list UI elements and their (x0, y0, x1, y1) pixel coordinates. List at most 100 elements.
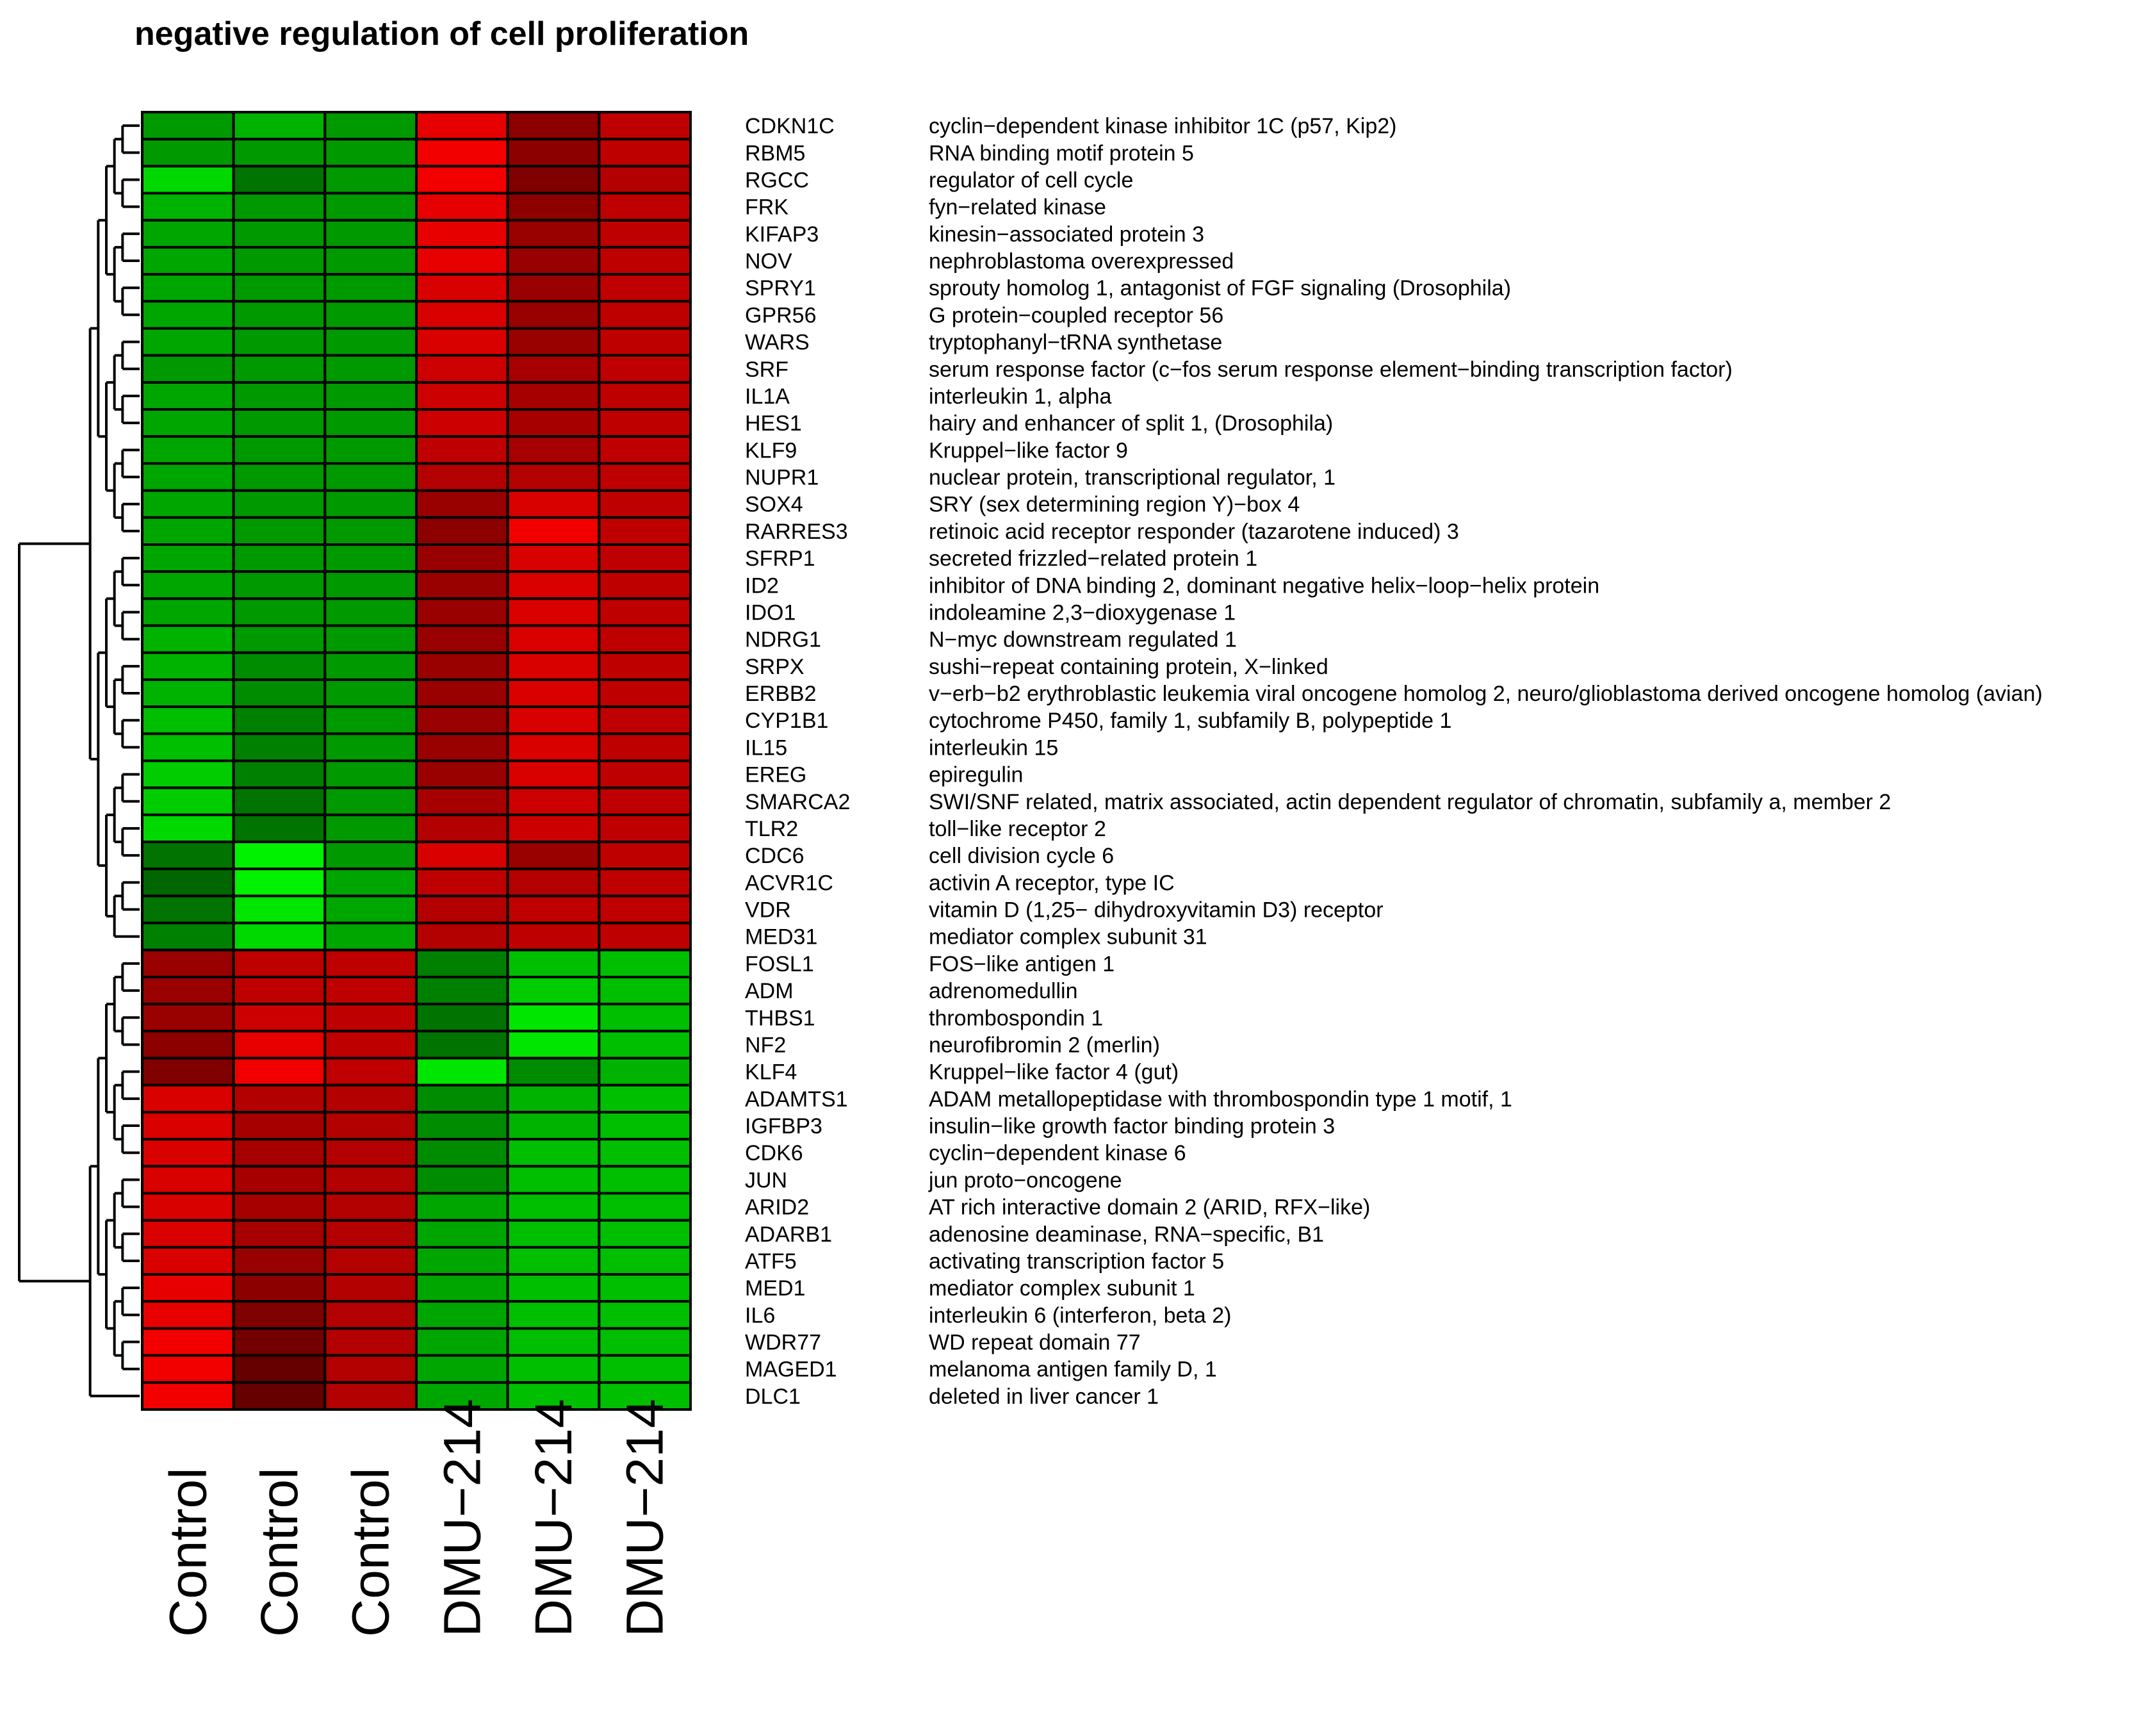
heatmap-cell (506, 300, 601, 330)
heatmap-cell (141, 732, 235, 762)
heatmap-cell (232, 111, 327, 141)
gene-label: FOSL1 (745, 952, 814, 976)
heatmap-cell (141, 300, 235, 330)
heatmap-cell (323, 1245, 418, 1276)
heatmap-cell (323, 1138, 418, 1168)
heatmap-cell (506, 921, 601, 951)
heatmap-cell (232, 1003, 327, 1033)
heatmap-cell (323, 1354, 418, 1384)
heatmap-cell (323, 543, 418, 573)
heatmap-cell (232, 1273, 327, 1303)
heatmap-cell (232, 1056, 327, 1087)
gene-description: G protein−coupled receptor 56 (929, 303, 1223, 327)
heatmap-cell (232, 948, 327, 978)
heatmap-cell (506, 1245, 601, 1276)
heatmap-cell (598, 1056, 692, 1087)
gene-description: ADAM metallopeptidase with thrombospondi… (929, 1087, 1512, 1112)
heatmap-cell (141, 678, 235, 709)
gene-label: IL15 (745, 736, 787, 760)
heatmap-cell (598, 570, 692, 600)
heatmap-cell (141, 1381, 235, 1411)
heatmap-cell (415, 218, 509, 249)
heatmap-cell (141, 1245, 235, 1276)
heatmap-cell (506, 1327, 601, 1357)
gene-description: cyclin−dependent kinase 6 (929, 1141, 1186, 1165)
gene-label: ADAMTS1 (745, 1087, 848, 1112)
heatmap-cell (323, 1030, 418, 1060)
heatmap-cell (141, 1219, 235, 1249)
heatmap-cell (323, 192, 418, 222)
heatmap-cell (506, 543, 601, 573)
heatmap-cell (232, 381, 327, 411)
heatmap-cell (141, 138, 235, 168)
heatmap-cell (323, 1219, 418, 1249)
heatmap-cell (598, 1354, 692, 1384)
heatmap-cell (506, 165, 601, 195)
heatmap-cell (506, 867, 601, 898)
heatmap-cell (232, 597, 327, 627)
heatmap-cell (506, 786, 601, 816)
heatmap-cell (598, 111, 692, 141)
heatmap-cell (232, 489, 327, 519)
heatmap-cell (598, 705, 692, 736)
heatmap-cell (598, 976, 692, 1006)
heatmap-cell (415, 435, 509, 465)
heatmap-cell (232, 570, 327, 600)
heatmap-cell (323, 705, 418, 736)
heatmap-cell (141, 327, 235, 357)
heatmap-cell (415, 1354, 509, 1384)
heatmap-cell (415, 624, 509, 654)
heatmap-cell (141, 867, 235, 898)
heatmap-cell (232, 1300, 327, 1330)
gene-label: CYP1B1 (745, 709, 828, 733)
heatmap-cell (141, 1165, 235, 1195)
heatmap-cell (598, 1219, 692, 1249)
heatmap-cell (232, 435, 327, 465)
heatmap-cell (232, 245, 327, 276)
heatmap-cell (323, 948, 418, 978)
heatmap-cell (598, 408, 692, 438)
heatmap-cell (323, 597, 418, 627)
gene-label: GPR56 (745, 303, 817, 327)
heatmap-cell (323, 516, 418, 546)
heatmap-cell (415, 651, 509, 681)
heatmap-cell (323, 327, 418, 357)
gene-label: NDRG1 (745, 628, 821, 652)
gene-description: neurofibromin 2 (merlin) (929, 1033, 1160, 1057)
gene-description: interleukin 15 (929, 736, 1058, 760)
gene-description: nephroblastoma overexpressed (929, 249, 1234, 274)
gene-label: DLC1 (745, 1385, 801, 1409)
heatmap-cell (323, 245, 418, 276)
heatmap-cell (323, 408, 418, 438)
column-labels: Control Control Control DMU−214 DMU−214 DMU−2… (159, 1399, 674, 1637)
gene-label: CDK6 (745, 1141, 803, 1165)
heatmap-cell (415, 1138, 509, 1168)
column-label: DMU−214 (433, 1399, 491, 1637)
gene-description: mediator complex subunit 1 (929, 1276, 1195, 1301)
heatmap-cell (141, 1083, 235, 1114)
heatmap-cell (141, 1003, 235, 1033)
heatmap-cell (323, 1273, 418, 1303)
heatmap-cell (323, 732, 418, 762)
heatmap-cell (598, 597, 692, 627)
heatmap-cell (323, 462, 418, 492)
gene-label: KLF9 (745, 438, 797, 463)
heatmap-cell (506, 894, 601, 925)
heatmap-cell (415, 1381, 509, 1411)
heatmap-cell (232, 1245, 327, 1276)
gene-label: WARS (745, 331, 810, 355)
gene-description: inhibitor of DNA binding 2, dominant neg… (929, 573, 1599, 598)
heatmap-cell (232, 516, 327, 546)
gene-description: serum response factor (c−fos serum respo… (929, 358, 1733, 382)
heatmap-cell (506, 327, 601, 357)
heatmap-cell (506, 516, 601, 546)
heatmap-cell (323, 841, 418, 871)
heatmap-cell (415, 948, 509, 978)
gene-label: EREG (745, 763, 806, 787)
gene-description: Kruppel−like factor 9 (929, 438, 1128, 463)
heatmap-cell (506, 841, 601, 871)
heatmap-cell (141, 1354, 235, 1384)
gene-label: ERBB2 (745, 682, 817, 706)
gene-description: indoleamine 2,3−dioxygenase 1 (929, 600, 1236, 625)
gene-label: ARID2 (745, 1196, 809, 1220)
